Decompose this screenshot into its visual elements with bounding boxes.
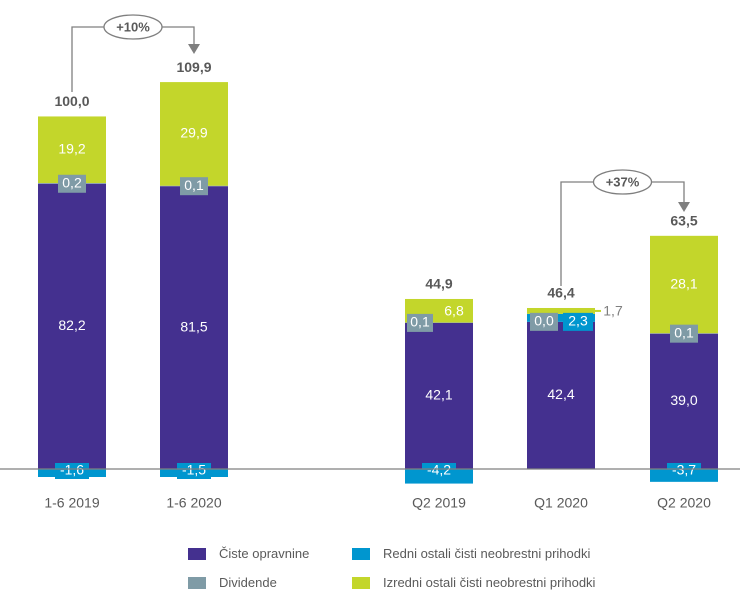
data-label-izredni-q1-2020: 1,7: [603, 303, 623, 319]
bar-segment-ciste-opravnine-q2-2020: [650, 333, 718, 469]
data-label-box-dividende-1-6-2020: [180, 177, 208, 196]
x-tick-label-1-6-2019: 1-6 2019: [44, 495, 99, 511]
data-label-box-redni-q2-2020: [667, 463, 701, 479]
data-label-box-redni-1-6-2019: [55, 463, 89, 479]
legend-swatch: [352, 577, 370, 589]
bar-segment-ciste-opravnine-1-6-2019: [38, 183, 106, 470]
growth-annotation-1-bubble: [103, 14, 163, 40]
bar-segment-ciste-opravnine-q1-2020: [527, 321, 595, 469]
data-label-box-redni-q1-2020: [563, 312, 593, 331]
x-tick-label-q2-2020: Q2 2020: [657, 495, 711, 511]
legend-swatch: [188, 548, 206, 560]
bar-segment-ciste-opravnine-1-6-2020: [160, 186, 228, 469]
total-label-q1-2020: 46,4: [547, 285, 574, 301]
data-label-izredni-q2-2019: 6,8: [444, 302, 464, 318]
legend-label: Čiste opravnine: [219, 546, 310, 561]
data-label-redni-q1-2020: 2,3: [568, 313, 588, 329]
legend-label: Redni ostali čisti neobrestni prihodki: [383, 546, 591, 561]
legend-label: Izredni ostali čisti neobrestni prihodki: [383, 575, 596, 590]
data-label-dividende-1-6-2019: 0,2: [62, 174, 82, 190]
data-label-izredni-q2-2020: 28,1: [670, 275, 697, 291]
growth-annotation-2-bubble: [592, 169, 653, 195]
growth-annotation-1-label: +10%: [116, 19, 150, 34]
total-label-q2-2020: 63,5: [670, 213, 697, 229]
data-label-ciste-opravnine-q1-2020: 42,4: [547, 386, 574, 402]
data-label-dividende-q1-2020: 0,0: [534, 313, 554, 329]
total-label-1-6-2019: 100,0: [54, 93, 89, 109]
bar-segment-izredni-q2-2020: [650, 235, 718, 334]
x-tick-label-1-6-2020: 1-6 2020: [166, 495, 221, 511]
data-label-box-redni-q2-2019: [422, 463, 456, 479]
x-tick-label-q2-2019: Q2 2019: [412, 495, 466, 511]
growth-annotation-1-arrowhead: [188, 44, 200, 54]
growth-annotation-2-arrowhead: [678, 202, 690, 212]
bar-segment-redni-q1-2020: [527, 313, 595, 322]
total-label-q2-2019: 44,9: [425, 276, 452, 292]
total-label-1-6-2020: 109,9: [176, 59, 211, 75]
bar-segment-ciste-opravnine-q2-2019: [405, 322, 473, 469]
legend-swatch: [352, 548, 370, 560]
bar-segment-izredni-q1-2020: [527, 307, 595, 314]
data-label-redni-1-6-2019: -1,6: [60, 462, 84, 478]
data-label-ciste-opravnine-q2-2019: 42,1: [425, 387, 452, 403]
data-label-box-dividende-q2-2019: [407, 313, 433, 332]
data-label-ciste-opravnine-q2-2020: 39,0: [670, 392, 697, 408]
growth-annotation-2-label: +37%: [606, 174, 640, 189]
data-label-redni-q2-2020: -3,7: [672, 462, 696, 478]
data-label-izredni-1-6-2019: 19,2: [58, 140, 85, 156]
data-label-box-dividende-1-6-2019: [58, 174, 86, 193]
data-label-dividende-q2-2020: 0,1: [674, 324, 694, 340]
data-label-dividende-1-6-2020: 0,1: [184, 177, 204, 193]
legend-swatch: [188, 577, 206, 589]
bar-segment-izredni-1-6-2019: [38, 116, 106, 184]
data-label-izredni-1-6-2020: 29,9: [180, 125, 207, 141]
bar-segment-izredni-1-6-2020: [160, 82, 228, 186]
x-tick-label-q1-2020: Q1 2020: [534, 495, 588, 511]
data-label-redni-1-6-2020: -1,5: [182, 462, 206, 478]
data-label-dividende-q2-2019: 0,1: [410, 314, 430, 330]
data-label-box-redni-1-6-2020: [177, 463, 211, 479]
data-label-box-dividende-q2-2020: [670, 324, 698, 343]
data-label-redni-q2-2019: -4,2: [427, 462, 451, 478]
data-label-ciste-opravnine-1-6-2019: 82,2: [58, 317, 85, 333]
data-label-box-dividende-q1-2020: [530, 312, 558, 331]
data-label-ciste-opravnine-1-6-2020: 81,5: [180, 318, 207, 334]
legend-label: Dividende: [219, 575, 277, 590]
